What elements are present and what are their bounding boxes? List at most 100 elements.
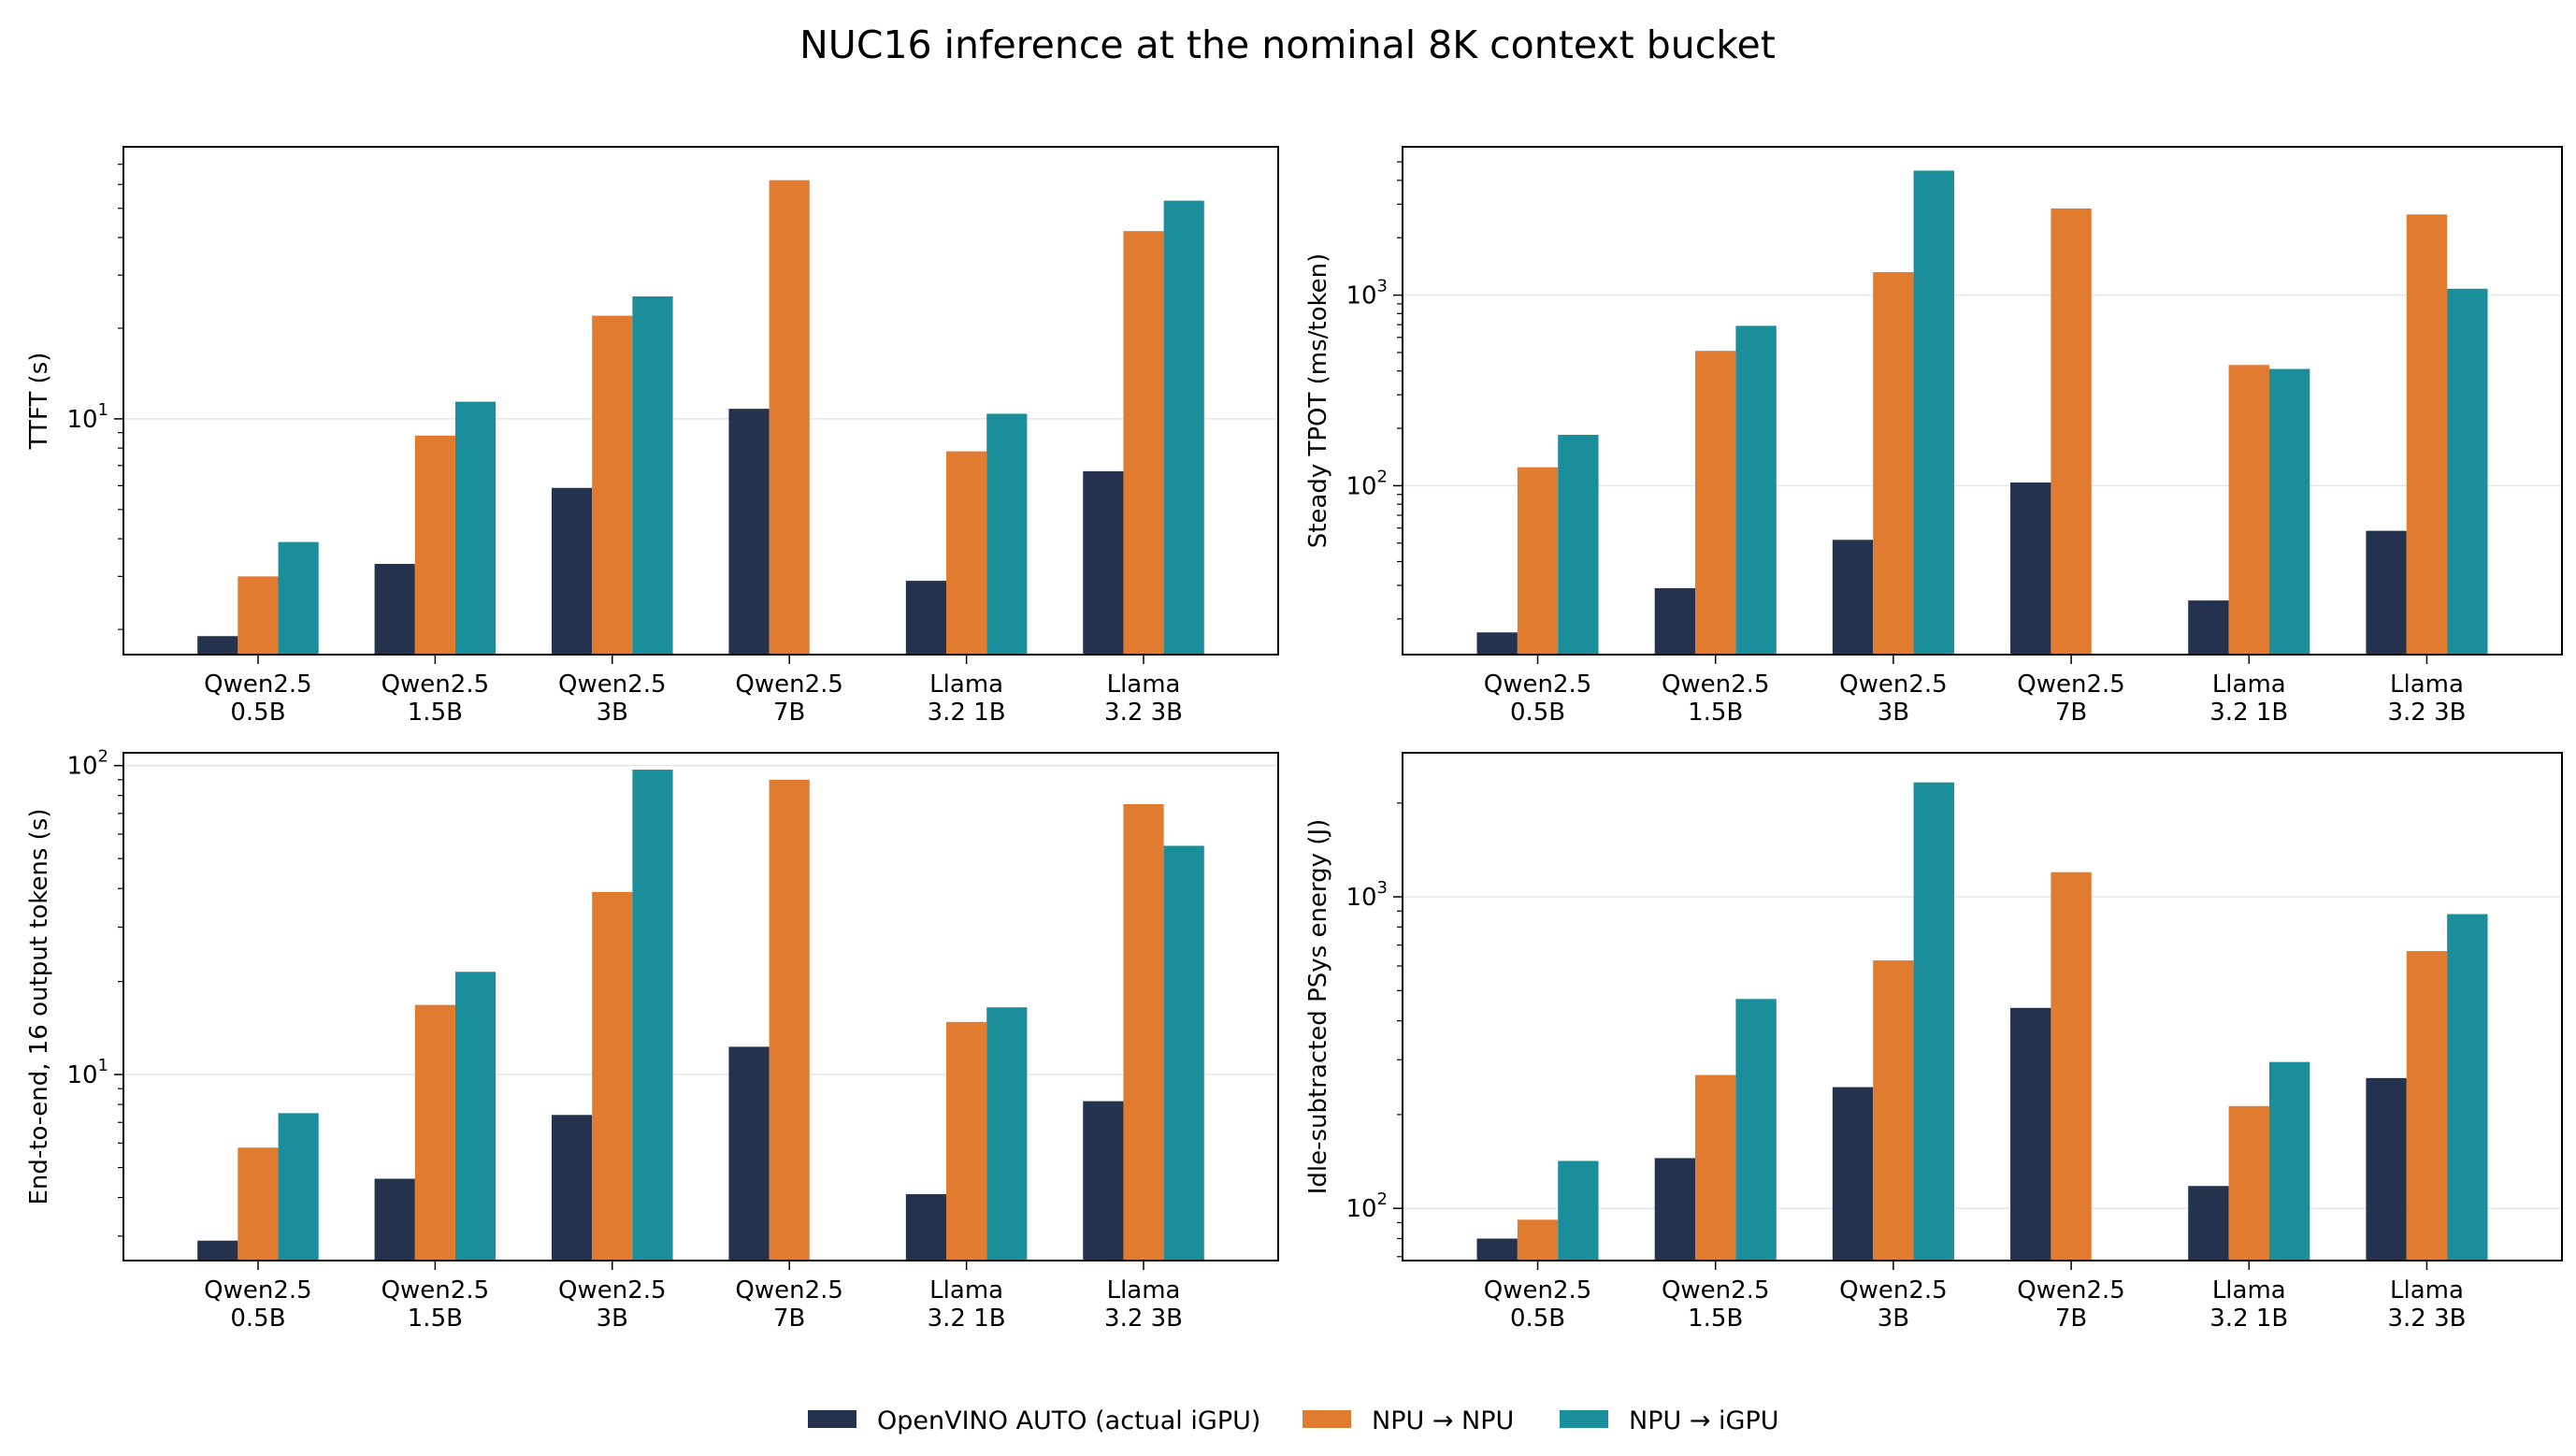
bar: [278, 1113, 319, 1261]
x-tick-label: Qwen2.5 1.5B: [1662, 1276, 1770, 1333]
bar: [905, 1194, 947, 1261]
bars: [197, 180, 1204, 655]
legend-item: OpenVINO AUTO (actual iGPU): [808, 1406, 1260, 1435]
bar: [1123, 803, 1164, 1261]
bar: [632, 770, 673, 1261]
bar: [2366, 1077, 2407, 1261]
bar: [1163, 845, 1204, 1261]
x-tick-label: Qwen2.5 3B: [558, 670, 667, 727]
bar: [1873, 272, 1914, 655]
bar: [2268, 368, 2310, 655]
x-tick-label: Qwen2.5 3B: [558, 1276, 667, 1333]
bar: [986, 413, 1028, 655]
plot-frame: [1402, 752, 2563, 1261]
bars: [1476, 170, 2488, 655]
bar: [1654, 587, 1696, 655]
bar: [592, 891, 633, 1261]
x-tick-label: Qwen2.5 1.5B: [381, 1276, 490, 1333]
x-tick-label: Llama 3.2 1B: [928, 1276, 1006, 1333]
legend-item: NPU → NPU: [1302, 1406, 1514, 1435]
bar: [1695, 351, 1736, 655]
bar: [632, 296, 673, 655]
x-tick-label: Qwen2.5 0.5B: [204, 1276, 312, 1333]
bar: [1123, 231, 1164, 655]
legend-swatch: [1560, 1410, 1608, 1428]
x-tick-label: Qwen2.5 7B: [735, 670, 843, 727]
x-tick-label: Llama 3.2 3B: [1104, 1276, 1183, 1333]
bar: [1476, 1238, 1518, 1261]
bar: [237, 576, 279, 655]
figure-title: NUC16 inference at the nominal 8K contex…: [799, 22, 1776, 67]
x-tick-label: Llama 3.2 1B: [928, 670, 1006, 727]
bar: [374, 1178, 415, 1261]
bar: [1517, 1219, 1559, 1261]
y-tick-label: 103: [1346, 878, 1388, 912]
y-tick-label: 101: [66, 1056, 108, 1089]
plot-frame: [1402, 146, 2563, 656]
bar: [2228, 1105, 2269, 1261]
bar: [592, 315, 633, 655]
bar: [986, 1007, 1028, 1261]
x-tick-label: Qwen2.5 0.5B: [1484, 670, 1592, 727]
legend-label: OpenVINO AUTO (actual iGPU): [877, 1406, 1260, 1435]
bar: [1913, 170, 1954, 655]
x-tick-label: Qwen2.5 0.5B: [204, 670, 312, 727]
bar: [1083, 1101, 1124, 1261]
bar: [2447, 914, 2488, 1261]
plot-frame: [122, 146, 1279, 656]
y-axis-label-end-to-end: End-to-end, 16 output tokens (s): [25, 809, 53, 1205]
y-tick-label: 103: [1346, 277, 1388, 310]
x-tick-label: Qwen2.5 3B: [1839, 670, 1948, 727]
bar: [1083, 470, 1124, 655]
bar: [454, 401, 496, 655]
x-tick-label: Llama 3.2 3B: [2387, 1276, 2466, 1333]
bar: [728, 409, 770, 655]
legend-label: NPU → NPU: [1372, 1406, 1514, 1435]
bars: [1476, 782, 2488, 1261]
bar: [769, 180, 810, 655]
y-axis-label-energy: Idle-subtracted PSys energy (J): [1304, 819, 1332, 1195]
bars: [197, 770, 1204, 1261]
bar: [237, 1147, 279, 1261]
legend-item: NPU → iGPU: [1560, 1406, 1779, 1435]
plot-frame: [122, 752, 1279, 1261]
x-tick-label: Llama 3.2 3B: [1104, 670, 1183, 727]
y-tick-label: 102: [66, 747, 108, 781]
legend-swatch: [1302, 1410, 1351, 1428]
y-axis-label-ttft: TTFT (s): [25, 353, 53, 451]
bar: [728, 1046, 770, 1261]
bar: [1735, 325, 1777, 655]
chart-end-to-end: 101 102 Qwen2.5 0.5B Qwen2.5 1.5B Qwen2.5 3B Qwe…: [25, 747, 1279, 1333]
bar: [1913, 782, 1954, 1261]
x-tick-label: Llama 3.2 1B: [2209, 1276, 2288, 1333]
bar: [1558, 1160, 1599, 1261]
bar: [2447, 288, 2488, 655]
bar: [278, 541, 319, 655]
x-tick-label: Llama 3.2 3B: [2387, 670, 2466, 727]
chart-energy: 102 103 Qwen2.5 0.5B Qwen2.5 1.5B Qwen2.5 3B Qwe…: [1304, 752, 2563, 1333]
bar: [197, 636, 238, 655]
bar: [2366, 530, 2407, 655]
chart-ttft: 101 Qwen2.5 0.5B Qwen2.5 1.5B Qwen2.5 3B Qwen2.…: [25, 146, 1279, 727]
x-tick-label: Qwen2.5 7B: [735, 1276, 843, 1333]
x-tick-label: Qwen2.5 7B: [2017, 670, 2125, 727]
bar: [1654, 1158, 1696, 1261]
x-tick-label: Qwen2.5 3B: [1839, 1276, 1948, 1333]
bar: [414, 1004, 455, 1261]
bar: [1476, 632, 1518, 655]
y-tick-label: 102: [1346, 467, 1388, 500]
bar: [1517, 467, 1559, 655]
bar: [1873, 960, 1914, 1261]
y-tick-label: 101: [66, 400, 108, 434]
legend: OpenVINO AUTO (actual iGPU) NPU → NPU NPU …: [808, 1406, 1779, 1435]
y-tick-label: 102: [1346, 1189, 1388, 1223]
bar: [2406, 214, 2448, 655]
bar: [769, 779, 810, 1261]
bar: [1832, 540, 1874, 655]
bar: [905, 581, 947, 655]
bar: [2188, 1186, 2229, 1261]
bar: [946, 1021, 987, 1261]
bar: [414, 435, 455, 655]
bar: [374, 564, 415, 655]
